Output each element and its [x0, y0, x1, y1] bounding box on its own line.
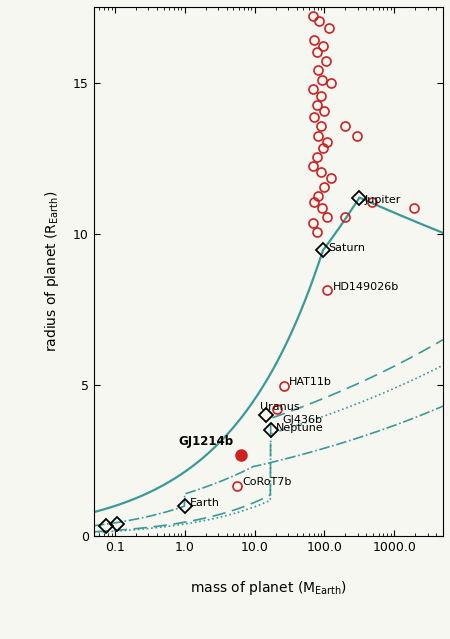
Text: Uranus: Uranus	[260, 402, 300, 412]
Text: Jupiter: Jupiter	[365, 196, 401, 205]
Text: HD149026b: HD149026b	[333, 282, 399, 292]
Text: mass of planet (M$_{\mathregular{Earth}}$): mass of planet (M$_{\mathregular{Earth}}…	[190, 579, 347, 597]
Text: Neptune: Neptune	[276, 422, 324, 433]
Text: GJ1214b: GJ1214b	[179, 435, 234, 449]
Text: GJ436b: GJ436b	[283, 415, 323, 425]
Text: HAT11b: HAT11b	[289, 376, 332, 387]
Text: radius of planet (R$_{\mathregular{Earth}}$): radius of planet (R$_{\mathregular{Earth…	[43, 191, 61, 352]
Text: Earth: Earth	[190, 498, 220, 508]
Text: Saturn: Saturn	[328, 243, 365, 252]
Text: CoRoT7b: CoRoT7b	[243, 477, 292, 488]
